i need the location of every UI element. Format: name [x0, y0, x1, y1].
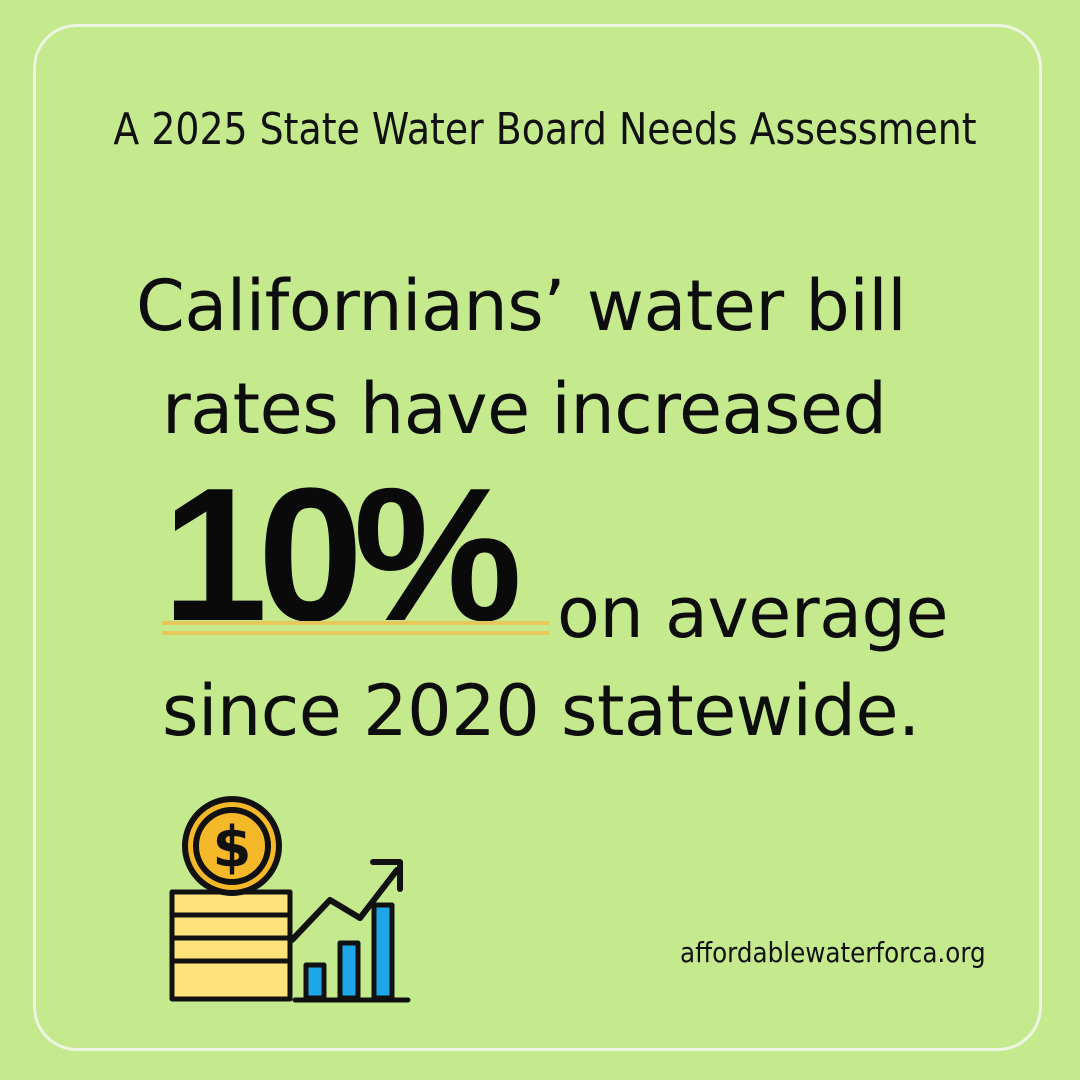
headline-line-4: since 2020 statewide. — [162, 670, 920, 752]
coin-stack-growth-chart-icon: $ — [160, 790, 420, 1010]
dollar-sign: $ — [213, 815, 252, 880]
coin-stack — [169, 889, 293, 1002]
stat-percentage: 10% — [162, 449, 522, 661]
subtitle: A 2025 State Water Board Needs Assessmen… — [113, 104, 977, 155]
headline-line-1: Californians’ water bill — [136, 265, 907, 347]
dollar-coin: $ — [182, 796, 282, 896]
trend-arrow — [289, 859, 403, 943]
headline-line-2: rates have increased — [162, 368, 887, 450]
stat-underline-top — [162, 621, 549, 625]
stat-underline-bottom — [162, 631, 549, 635]
growth-bars — [303, 902, 395, 1001]
card-frame — [33, 24, 1042, 1051]
headline-on-average: on average — [557, 572, 949, 654]
footer-url: affordablewaterforca.org — [680, 936, 986, 969]
